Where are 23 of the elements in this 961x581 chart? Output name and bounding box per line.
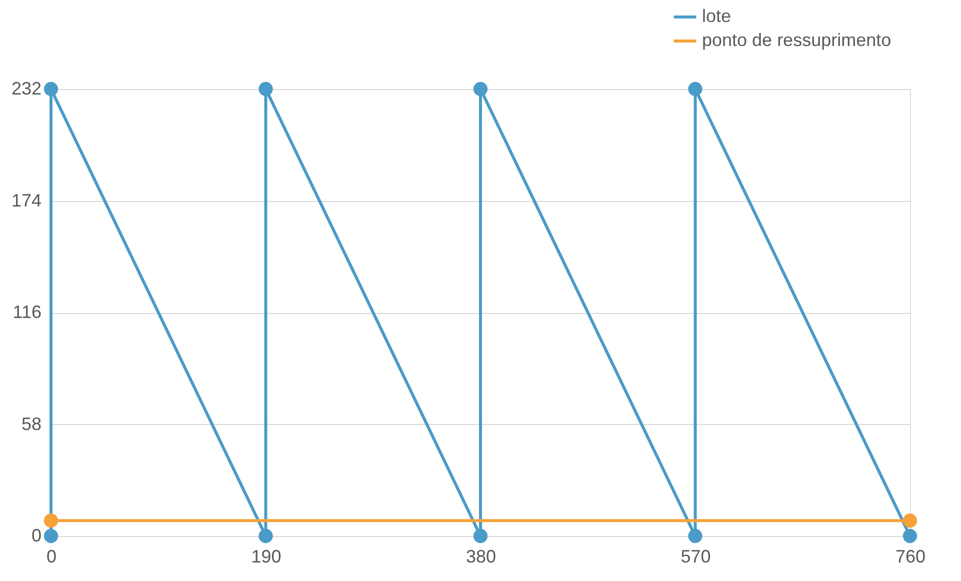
y-tick-label: 174 (11, 190, 42, 210)
x-tick-label: 190 (251, 546, 282, 566)
y-tick-label: 232 (11, 78, 42, 98)
y-tick-label: 116 (12, 302, 42, 322)
point (902, 528, 918, 544)
point (258, 82, 273, 96)
x-tick-label: 760 (895, 546, 926, 566)
point (44, 514, 58, 528)
y-tick-label: 58 (21, 414, 42, 434)
x-tick-label: 0 (46, 546, 57, 566)
legend-label: ponto de ressuprimento (702, 30, 892, 50)
point (44, 528, 58, 544)
point (473, 528, 488, 544)
point (902, 514, 918, 528)
x-tick-label: 570 (680, 546, 711, 566)
point (688, 82, 702, 96)
point (473, 82, 488, 96)
x-tick-label: 380 (466, 546, 496, 566)
legend-label: lote (702, 6, 732, 26)
point (44, 82, 58, 96)
y-tick-label: 0 (31, 526, 42, 546)
point (258, 528, 273, 544)
point (688, 528, 702, 544)
